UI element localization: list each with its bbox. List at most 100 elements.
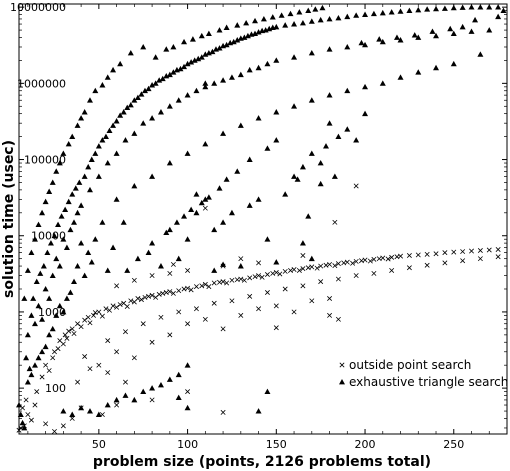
data-point-triangle (335, 133, 342, 140)
data-point-cross (23, 397, 29, 403)
data-point-cross (353, 258, 359, 264)
data-point-triangle (223, 41, 230, 48)
data-point-cross (193, 306, 199, 312)
data-point-cross (156, 291, 162, 297)
data-point-cross (149, 339, 155, 345)
data-point-cross (82, 354, 88, 359)
data-point-triangle (273, 137, 280, 143)
data-point-triangle (30, 295, 37, 301)
data-point-cross (282, 268, 288, 274)
data-point-triangle (60, 236, 67, 242)
data-point-triangle (255, 196, 262, 202)
data-point-triangle (211, 267, 218, 273)
data-point-cross (252, 274, 258, 280)
data-point-cross (353, 183, 359, 189)
data-point-cross (66, 328, 72, 334)
data-point-triangle (42, 285, 49, 292)
data-point-triangle (220, 130, 227, 136)
data-point-triangle (291, 103, 298, 109)
data-point-cross (296, 267, 302, 273)
data-point-cross (495, 247, 501, 252)
data-point-triangle (163, 229, 170, 235)
legend-label-exhaustive-triangle-search: exhaustive triangle search (349, 375, 508, 389)
data-point-triangle (424, 6, 431, 12)
data-point-triangle (353, 12, 360, 18)
data-point-triangle (246, 66, 253, 73)
data-point-triangle (312, 6, 319, 12)
data-point-cross (273, 325, 279, 331)
data-point-cross (344, 259, 350, 265)
data-point-triangle (406, 7, 413, 14)
y-tick-label: 10000 (31, 230, 66, 243)
data-point-cross (371, 256, 377, 262)
data-point-triangle (459, 23, 466, 30)
data-point-triangle (305, 213, 312, 219)
data-point-cross (87, 320, 93, 326)
data-point-triangle (244, 32, 251, 39)
data-point-cross (224, 280, 230, 286)
data-point-triangle (308, 97, 315, 103)
data-point-triangle (74, 263, 81, 269)
data-point-triangle (477, 4, 484, 10)
data-point-cross (264, 272, 270, 277)
legend-cross (339, 362, 345, 368)
data-point-cross (362, 257, 368, 263)
data-point-cross (146, 293, 152, 299)
data-point-triangle (21, 424, 28, 431)
data-point-triangle (450, 30, 457, 36)
data-point-triangle (308, 18, 315, 24)
data-point-triangle (85, 249, 92, 256)
data-point-triangle (86, 408, 93, 414)
data-point-cross (211, 280, 217, 286)
data-point-triangle (124, 267, 131, 273)
data-point-triangle (495, 13, 502, 20)
data-point-triangle (23, 354, 30, 361)
data-point-cross (309, 264, 315, 270)
data-point-triangle (63, 295, 70, 301)
data-point-triangle (65, 140, 72, 147)
data-point-cross (424, 262, 430, 268)
data-point-cross (495, 254, 501, 260)
data-point-cross (211, 300, 217, 306)
data-point-cross (229, 277, 235, 283)
data-point-cross (305, 265, 311, 271)
data-point-triangle (184, 362, 191, 368)
data-point-triangle (122, 137, 129, 143)
x-tick-label: 150 (266, 438, 287, 451)
data-point-cross (28, 417, 34, 423)
data-point-cross (442, 260, 448, 266)
data-point-cross (332, 219, 338, 225)
data-point-triangle (358, 39, 365, 46)
data-point-triangle (193, 191, 200, 197)
data-point-triangle (149, 173, 156, 179)
data-point-cross (314, 265, 320, 271)
data-point-triangle (17, 411, 24, 417)
data-point-triangle (166, 376, 173, 382)
data-point-triangle (216, 45, 223, 51)
data-point-triangle (113, 150, 120, 156)
data-point-triangle (234, 168, 241, 174)
data-point-triangle (106, 127, 113, 133)
data-point-triangle (246, 202, 253, 208)
data-point-triangle (51, 232, 58, 239)
data-point-triangle (31, 320, 38, 327)
data-point-cross (238, 256, 244, 262)
data-point-cross (309, 298, 315, 304)
data-point-cross (167, 270, 173, 276)
data-point-cross (282, 286, 288, 292)
data-point-triangle (124, 104, 131, 111)
data-point-triangle (71, 219, 78, 225)
data-point-cross (138, 297, 144, 303)
data-point-triangle (184, 404, 191, 411)
data-point-triangle (76, 179, 83, 185)
data-point-triangle (220, 219, 227, 225)
data-point-triangle (477, 51, 484, 57)
data-point-cross (149, 292, 155, 298)
data-point-triangle (282, 22, 289, 28)
data-point-triangle (99, 82, 106, 88)
data-point-cross (149, 273, 155, 279)
data-point-triangle (134, 255, 141, 262)
data-point-triangle (447, 25, 454, 32)
data-point-triangle (211, 226, 218, 233)
